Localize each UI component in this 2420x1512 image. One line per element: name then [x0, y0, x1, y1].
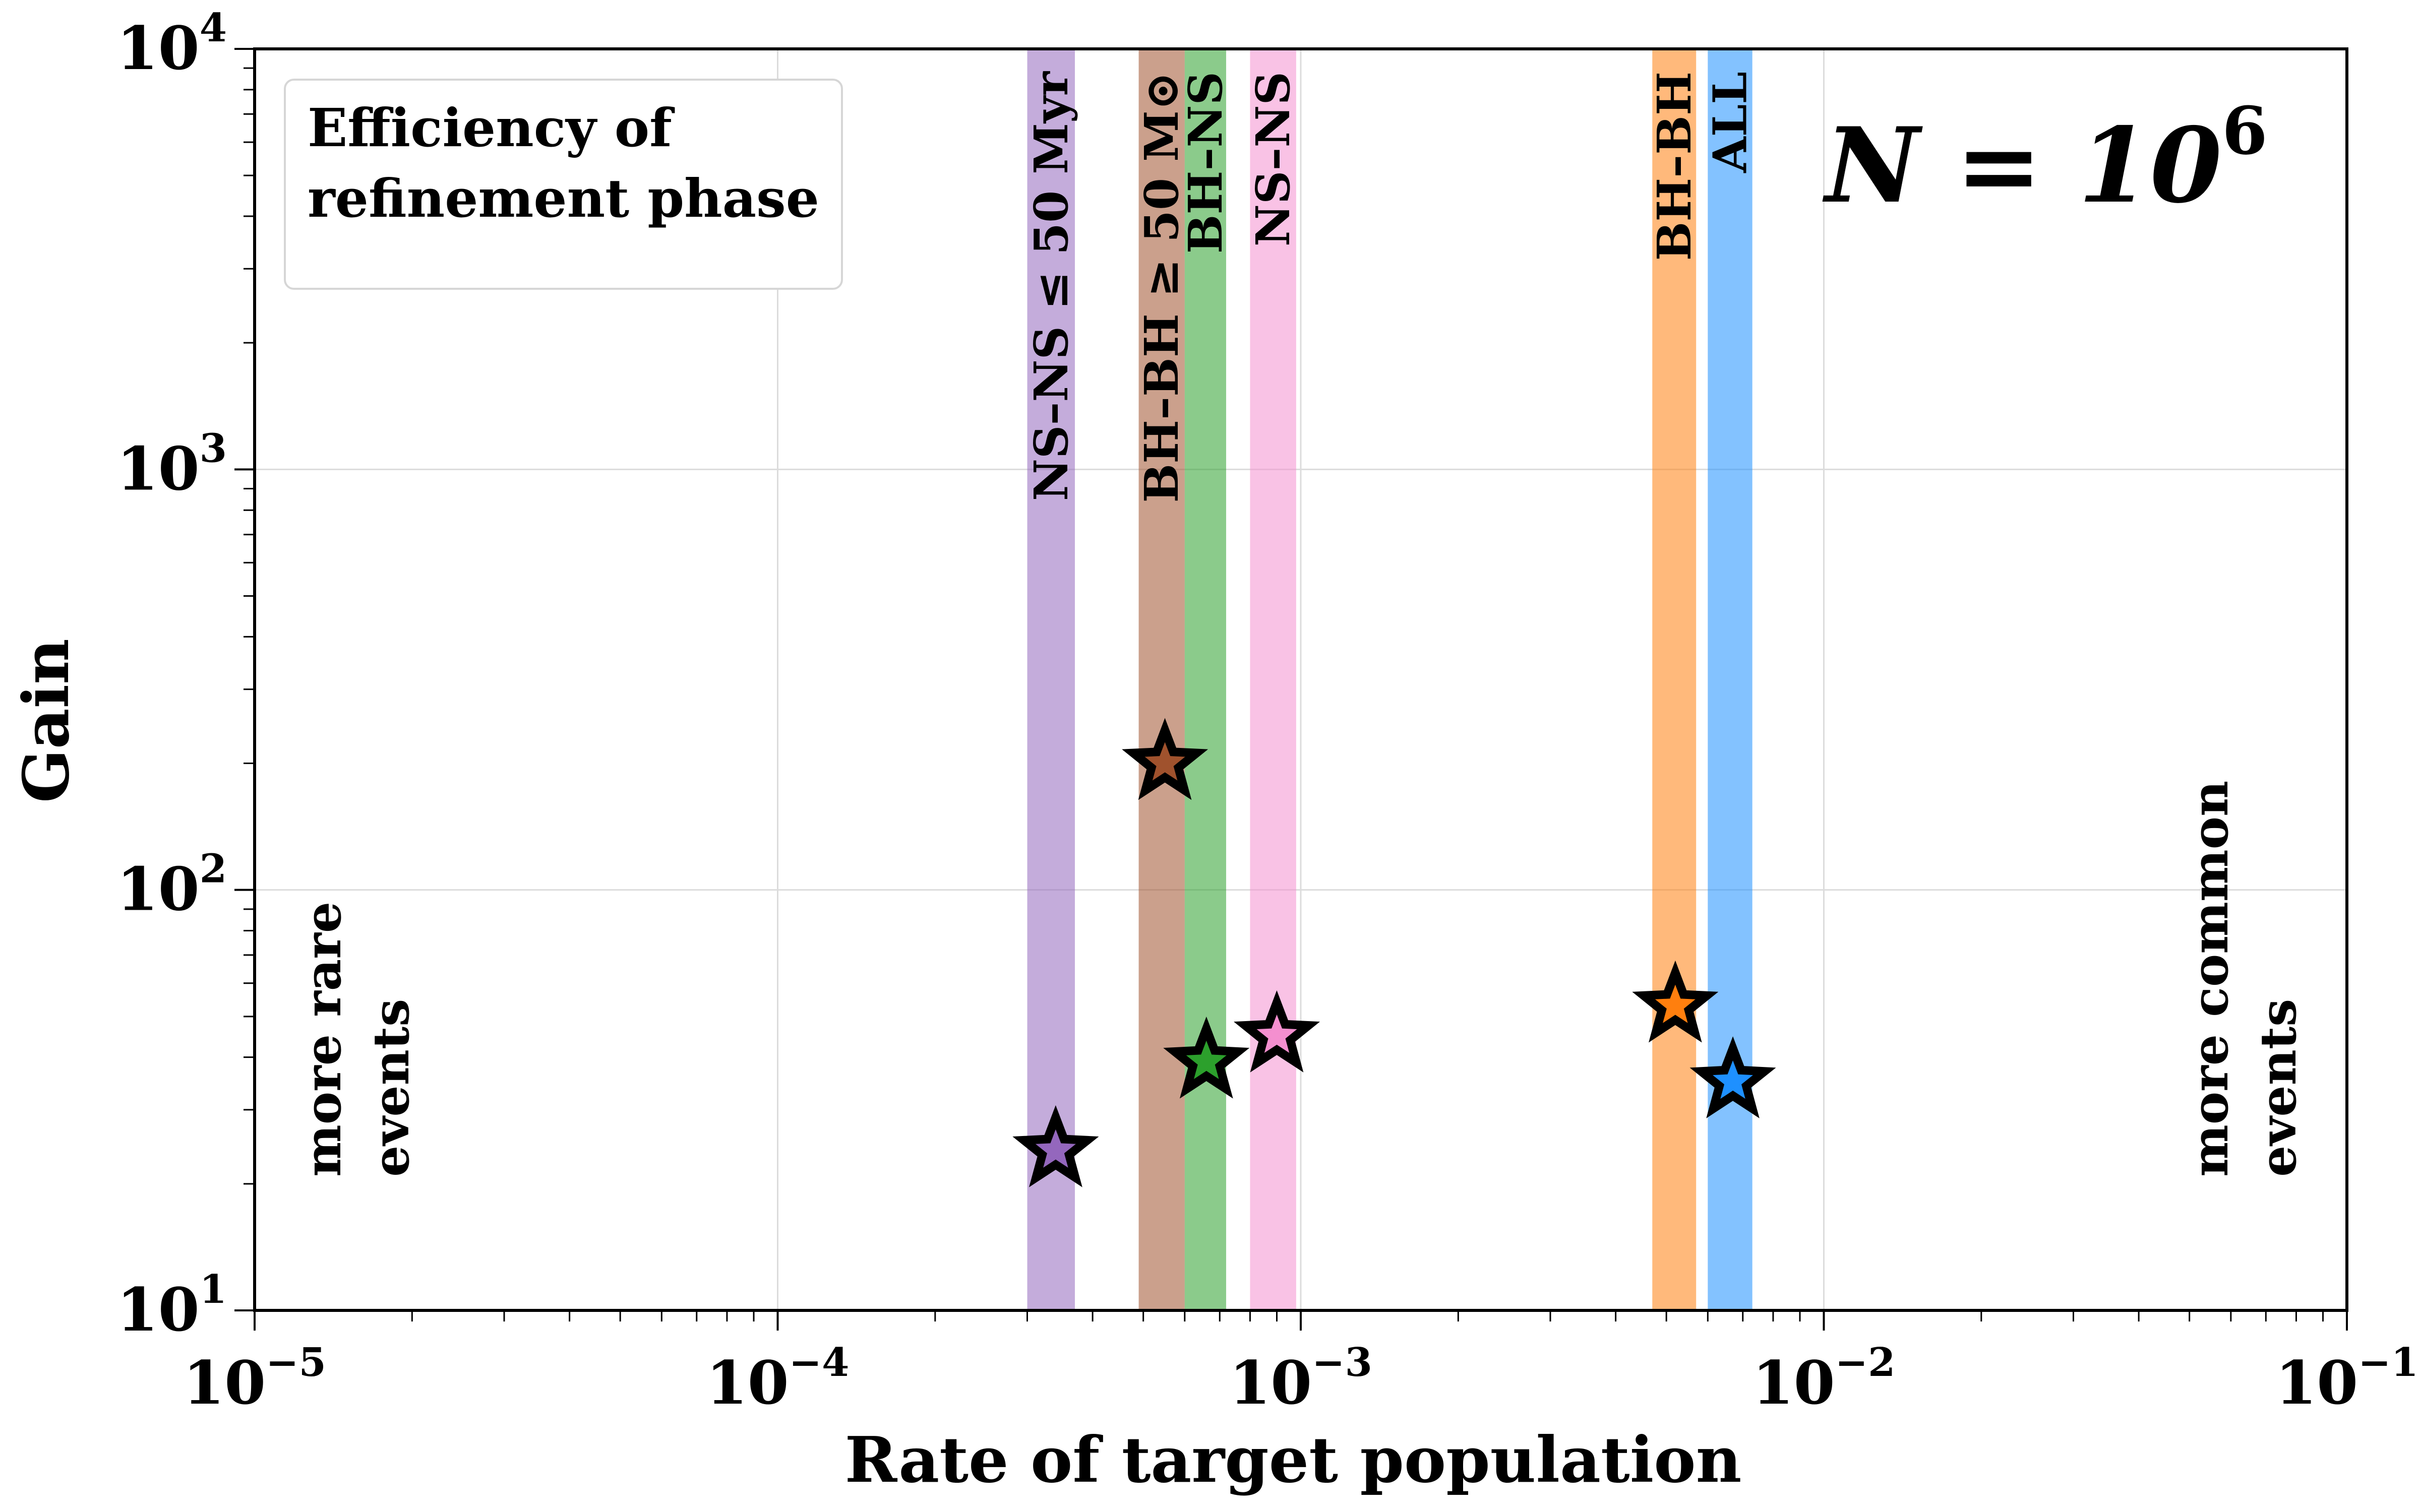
series-band	[1250, 49, 1296, 1310]
x-tick-label: 10−5	[183, 1340, 326, 1418]
series-bands	[1027, 49, 1752, 1310]
series-label: BH–NS	[1178, 72, 1233, 254]
sample-size-annotation: N = 106	[1822, 92, 2268, 226]
common-events-note: more common events	[2182, 781, 2308, 1177]
data-point	[1689, 1036, 1776, 1118]
series-label: ALL	[1703, 72, 1758, 173]
y-tick-label: 101	[117, 1267, 227, 1345]
plot-frame	[253, 47, 2348, 1312]
x-axis-label: Rate of target population	[845, 1423, 1742, 1497]
legend-line-2: refinement phase	[308, 167, 819, 229]
series-label: BH–BH ≥ 50 M⊙	[1134, 72, 1189, 503]
common-events-line-1: more common	[2182, 781, 2240, 1177]
y-tick-label: 103	[117, 425, 227, 503]
data-point	[1122, 718, 1208, 800]
rare-events-line-1: more rare	[294, 902, 352, 1177]
axis-ticks: 10−5 10−4 10−3 10−2 10−1 101 102 103 104	[117, 5, 2418, 1418]
x-tick-label: 10−1	[2275, 1340, 2418, 1418]
x-tick-label: 10−4	[706, 1340, 850, 1418]
common-events-line-2: events	[2250, 999, 2308, 1177]
data-point	[1012, 1105, 1099, 1187]
data-point	[1163, 1016, 1250, 1099]
legend-box: Efficiency of refinement phase	[284, 79, 843, 290]
series-band	[1708, 49, 1752, 1310]
y-tick-label: 102	[117, 846, 227, 924]
x-tick-label: 10−3	[1229, 1340, 1372, 1418]
series-labels: NS–NS ≤ 50 Myr BH–BH ≥ 50 M⊙BH–NS NS–NS BH–…	[1024, 71, 1758, 502]
series-label: NS–NS	[1246, 72, 1300, 246]
y-tick-label: 104	[117, 5, 227, 83]
series-label: BH–BH	[1647, 72, 1702, 261]
data-point	[1234, 990, 1320, 1073]
rare-events-note: more rare events	[294, 902, 420, 1177]
data-points	[1012, 718, 1776, 1187]
series-band	[1652, 49, 1697, 1310]
legend-line-1: Efficiency of	[308, 97, 675, 159]
x-tick-label: 10−2	[1752, 1340, 1896, 1418]
data-point	[1632, 960, 1719, 1043]
rare-events-line-2: events	[362, 999, 420, 1177]
series-band	[1027, 49, 1075, 1310]
y-axis-label: Gain	[10, 639, 83, 803]
series-band	[1138, 49, 1185, 1310]
series-label: NS–NS ≤ 50 Myr	[1024, 71, 1078, 501]
series-band	[1184, 49, 1226, 1310]
